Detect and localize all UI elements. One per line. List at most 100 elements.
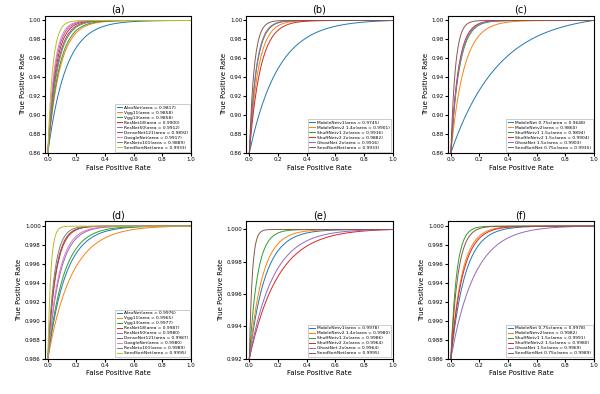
ShuffNetv1 1.5x(area = 0.9894) (590, 18, 598, 23)
ShuffNetv1 2x(area = 0.9916) (295, 18, 302, 23)
X-axis label: False Positive Rate: False Positive Rate (86, 165, 151, 171)
Title: (c): (c) (514, 5, 527, 15)
Vgg11(area = 0.9965) (97, 238, 104, 243)
SeedSortNet 0.75x(area = 0.9989) (565, 224, 572, 229)
SeedSortNet(area = 0.9933) (94, 18, 101, 23)
ResNet18(area = 0.9900) (104, 18, 112, 23)
MobileNetv1(area = 0.9745) (346, 21, 353, 26)
AlexNet(area = 0.9976) (95, 232, 102, 236)
ResNet18(area = 0.9987) (140, 224, 148, 229)
MobileNet 0.75x(area = 0.9978) (502, 227, 509, 231)
ShuffNetv1 1.5x(area = 0.9991) (521, 224, 528, 229)
Line: ResNet50(area = 0.9980): ResNet50(area = 0.9980) (48, 226, 191, 359)
MobileNet 0.75x(area = 0.9978) (447, 356, 454, 361)
MobileNetv1(area = 0.9978) (350, 227, 357, 232)
ShuffNetv1 2x(area = 0.9986) (360, 227, 367, 232)
MobileNet 0.75x(area = 0.9978) (552, 224, 559, 229)
MobileNetv2 1.4x(area = 0.9901) (246, 151, 253, 155)
SeedSortNet 0.75x(area = 0.9989) (447, 356, 454, 361)
ShuffNetv1 1.5x(area = 0.9894) (572, 18, 579, 23)
SeedSortNet 0.75x(area = 0.9989) (502, 224, 509, 229)
ShuffNetv1 2x(area = 0.9916) (246, 151, 253, 155)
MobileNetv2(area = 0.9860) (447, 151, 454, 155)
Line: SeedSortNet 0.75x(area = 0.9935): SeedSortNet 0.75x(area = 0.9935) (451, 20, 594, 153)
MobileNetv1(area = 0.9745) (246, 151, 253, 155)
ResNetx101(area = 0.9889) (145, 18, 152, 23)
AlexNet(area = 0.9817) (152, 19, 160, 23)
DenseNet121(area = 0.9892) (187, 18, 194, 23)
MobileNet 0.75x(area = 0.9648) (447, 151, 454, 155)
ResNetx101(area = 0.9889) (93, 19, 100, 24)
ResNetx101(area = 0.9989) (187, 224, 194, 229)
DenseNet121(area = 0.9892) (94, 19, 101, 23)
ShuffNetv2 2x(area = 0.9882) (337, 18, 344, 23)
ShuffNetv1 1.5x(area = 0.9991) (447, 356, 454, 361)
Line: GhostNet 1.5x(area = 0.9903): GhostNet 1.5x(area = 0.9903) (451, 20, 594, 153)
Vgg13(area = 0.9977) (97, 229, 104, 233)
MobileNetv2(area = 0.9860) (491, 23, 499, 28)
SeedSortNet 0.75x(area = 0.9935) (447, 151, 454, 155)
SeedSortNet(area = 0.9933) (143, 18, 150, 23)
Line: ShuffNetv1 1.5x(area = 0.9894): ShuffNetv1 1.5x(area = 0.9894) (451, 20, 594, 153)
GoogleNet(area = 0.9917) (161, 18, 169, 23)
Line: Vgg11(area = 0.9858): Vgg11(area = 0.9858) (48, 20, 191, 153)
DenseNet121(area = 0.9892) (138, 18, 145, 23)
MobileNetv2 1.4x(area = 0.9901) (284, 20, 292, 24)
Y-axis label: True Positive Rate: True Positive Rate (423, 53, 429, 115)
ShuffNetv2 2x(area = 0.9964) (296, 249, 303, 253)
ResNetx101(area = 0.9989) (94, 224, 101, 229)
Legend: AlexNet(area = 0.9976), Vgg11(area = 0.9965), Vgg13(area = 0.9977), ResNet18(are: AlexNet(area = 0.9976), Vgg11(area = 0.9… (115, 310, 190, 357)
Vgg11(area = 0.9858) (187, 18, 194, 23)
ShuffNetv1 2x(area = 0.9916) (359, 18, 366, 23)
Vgg11(area = 0.9858) (44, 151, 52, 155)
Vgg13(area = 0.9858) (92, 20, 100, 24)
Vgg11(area = 0.9858) (166, 18, 173, 23)
MobileNetv2 1.4x(area = 0.9901) (389, 18, 396, 23)
ResNetx101(area = 0.9989) (87, 224, 94, 229)
Line: SeedSortNet(area = 0.9933): SeedSortNet(area = 0.9933) (48, 20, 191, 153)
SeedSortNet(area = 0.9933) (296, 18, 303, 23)
ShuffleNetv2 1.5x(area = 0.9904) (447, 151, 454, 155)
ShuffNetv1 2x(area = 0.9986) (310, 227, 317, 232)
MobileNetv2(area = 0.9982) (547, 224, 554, 229)
DenseNet121(area = 0.9892) (94, 19, 101, 23)
SeedSortNet(area = 0.9995) (299, 227, 307, 232)
GhostNet 2x(area = 0.9916) (336, 18, 343, 23)
ShuffleNetv2 1.5x(area = 0.9904) (499, 18, 506, 23)
AlexNet(area = 0.9976) (97, 230, 104, 235)
ResNet50(area = 0.9980) (139, 224, 146, 229)
ShuffNetv1 1.5x(area = 0.9894) (543, 18, 550, 23)
ShuffleNetv2 1.5x(area = 0.9980) (447, 356, 454, 361)
ShuffleNetv2 1.5x(area = 0.9980) (488, 228, 495, 233)
ResNet18(area = 0.9987) (187, 224, 194, 229)
SeedSortNet 0.75x(area = 0.9935) (503, 18, 511, 23)
SeedSortNet(area = 0.9933) (87, 18, 94, 23)
SeedSortNet(area = 0.9933) (187, 18, 194, 23)
Line: AlexNet(area = 0.9976): AlexNet(area = 0.9976) (48, 226, 191, 359)
MobileNetv1(area = 0.9978) (298, 232, 305, 237)
ShuffNetv1 1.5x(area = 0.9991) (498, 224, 505, 229)
MobileNet 0.75x(area = 0.9648) (447, 151, 454, 155)
ResNet18(area = 0.9987) (92, 224, 99, 229)
ShuffNetv1 2x(area = 0.9986) (246, 356, 253, 361)
GhostNet 1.5x(area = 0.9903) (564, 18, 571, 23)
GhostNet 2x(area = 0.9916) (286, 19, 293, 23)
GhostNet 2x(area = 0.9964) (246, 356, 253, 361)
Line: Vgg13(area = 0.9858): Vgg13(area = 0.9858) (48, 20, 191, 153)
Y-axis label: True Positive Rate: True Positive Rate (419, 259, 425, 321)
ResNet50(area = 0.9980) (88, 227, 95, 232)
Line: ShuffNetv2 2x(area = 0.9882): ShuffNetv2 2x(area = 0.9882) (250, 20, 392, 153)
Vgg13(area = 0.9858) (187, 18, 194, 23)
Line: MobileNetv2 1.4x(area = 0.9980): MobileNetv2 1.4x(area = 0.9980) (250, 229, 392, 359)
Line: MobileNetv2(area = 0.9982): MobileNetv2(area = 0.9982) (451, 226, 594, 359)
ShuffleNetv2 1.5x(area = 0.9980) (590, 224, 598, 229)
SeedSortNet(area = 0.9933) (289, 18, 296, 23)
GhostNet 1.5x(area = 0.9969) (498, 239, 505, 244)
GoogleNet(area = 0.9917) (187, 18, 194, 23)
Line: MobileNet 0.75x(area = 0.9648): MobileNet 0.75x(area = 0.9648) (451, 20, 594, 153)
ResNetx101(area = 0.9889) (93, 19, 100, 24)
MobileNet 0.75x(area = 0.9978) (500, 227, 508, 232)
DenseNet121(area = 0.9892) (164, 18, 171, 23)
MobileNet 0.75x(area = 0.9648) (563, 23, 571, 28)
GoogleNet(area = 0.9980) (161, 224, 169, 229)
